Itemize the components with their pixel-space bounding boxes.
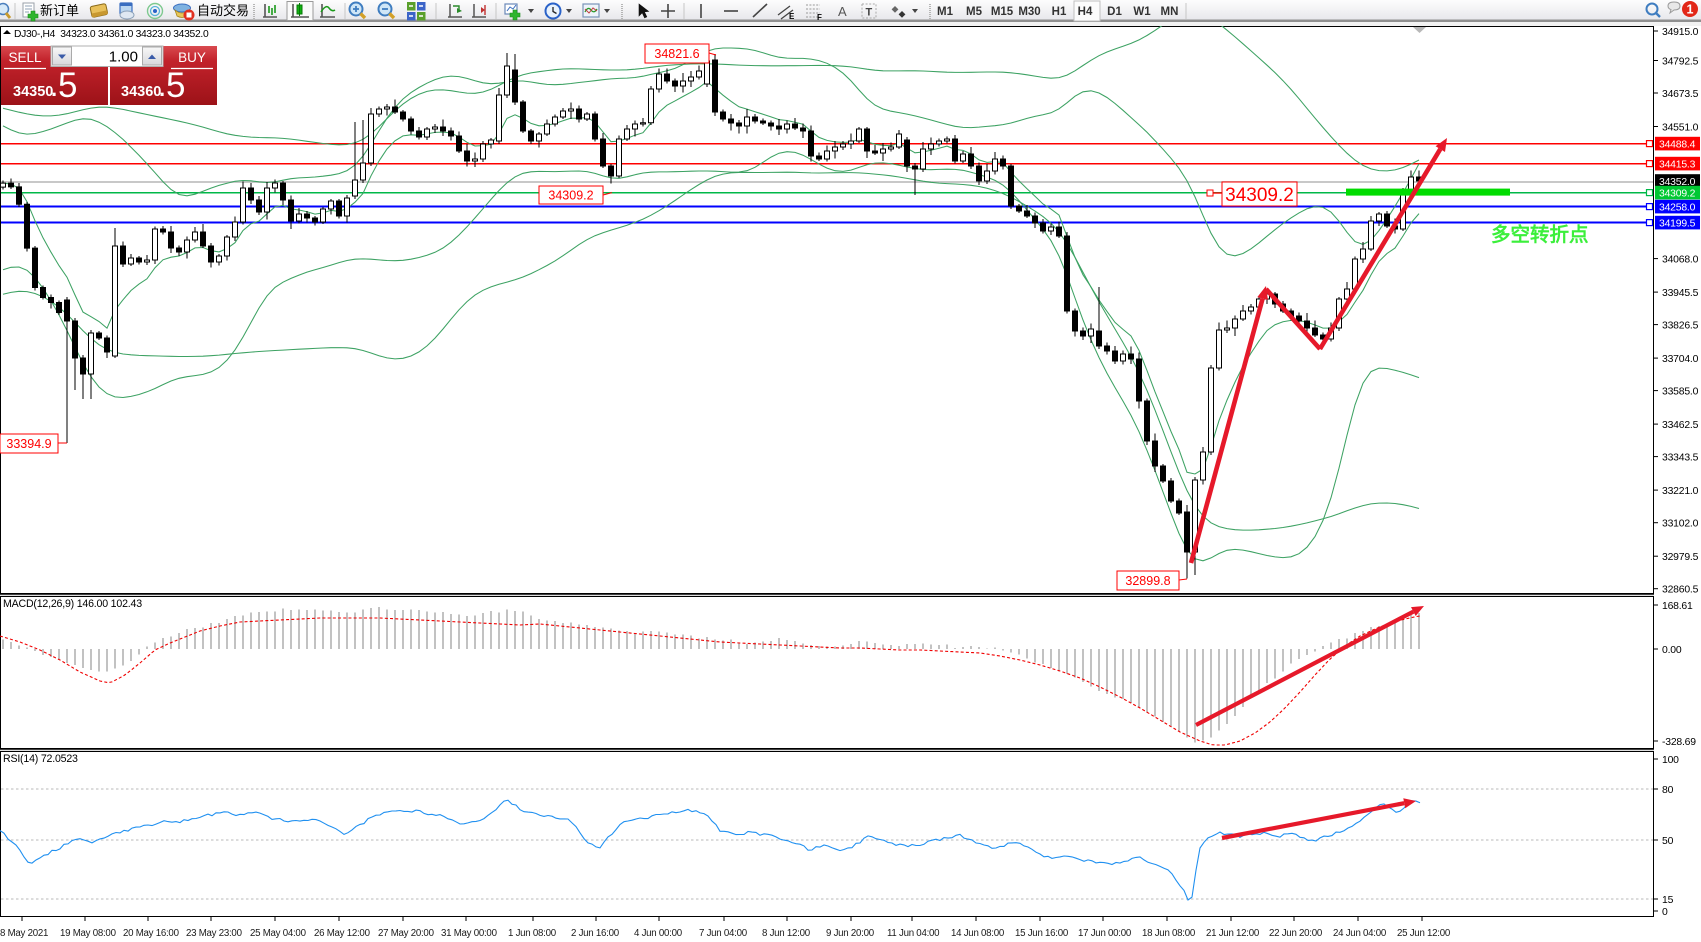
svg-text:19 May 08:00: 19 May 08:00 (60, 928, 117, 939)
svg-text:A: A (838, 4, 847, 19)
svg-text:32979.5: 32979.5 (1662, 552, 1699, 563)
svg-text:50: 50 (1662, 836, 1674, 847)
svg-text:33394.9: 33394.9 (6, 437, 51, 451)
svg-text:7 Jun 04:00: 7 Jun 04:00 (699, 928, 748, 939)
svg-text:33343.5: 33343.5 (1662, 453, 1699, 464)
svg-text:.: . (51, 76, 57, 101)
svg-text:15: 15 (1662, 895, 1674, 906)
svg-text:新订单: 新订单 (40, 3, 79, 18)
svg-text:24 Jun 04:00: 24 Jun 04:00 (1333, 928, 1387, 939)
svg-text:168.61: 168.61 (1662, 601, 1693, 612)
svg-text:0.00: 0.00 (1662, 645, 1682, 656)
svg-text:4 Jun 00:00: 4 Jun 00:00 (634, 928, 683, 939)
svg-text:34821.6: 34821.6 (654, 47, 699, 61)
svg-text:100: 100 (1662, 755, 1679, 766)
svg-text:23 May 23:00: 23 May 23:00 (186, 928, 243, 939)
svg-text:11 Jun 04:00: 11 Jun 04:00 (887, 928, 940, 939)
svg-text:BUY: BUY (178, 50, 206, 65)
svg-text:32860.5: 32860.5 (1662, 585, 1699, 596)
svg-text:20 May 16:00: 20 May 16:00 (123, 928, 180, 939)
svg-text:34488.4: 34488.4 (1659, 140, 1696, 151)
svg-text:34199.5: 34199.5 (1659, 219, 1696, 230)
svg-text:MACD(12,26,9) 146.00 102.43: MACD(12,26,9) 146.00 102.43 (3, 598, 142, 610)
svg-text:T: T (866, 7, 873, 19)
svg-text:17 Jun 00:00: 17 Jun 00:00 (1078, 928, 1132, 939)
svg-text:34350: 34350 (13, 84, 53, 100)
svg-text:25 Jun 12:00: 25 Jun 12:00 (1397, 928, 1451, 939)
svg-text:27 May 20:00: 27 May 20:00 (378, 928, 435, 939)
svg-text:1 Jun 08:00: 1 Jun 08:00 (508, 928, 557, 939)
svg-text:33826.5: 33826.5 (1662, 321, 1699, 332)
svg-text:.: . (159, 76, 165, 101)
svg-text:33585.0: 33585.0 (1662, 387, 1699, 398)
svg-text:1: 1 (1687, 3, 1694, 17)
svg-text:M1: M1 (937, 6, 954, 18)
svg-text:H1: H1 (1052, 6, 1067, 18)
svg-text:34415.3: 34415.3 (1659, 160, 1696, 171)
svg-text:34309.2: 34309.2 (1225, 185, 1294, 206)
svg-text:34792.5: 34792.5 (1662, 57, 1699, 68)
svg-text:SELL: SELL (8, 50, 42, 65)
svg-text:33102.0: 33102.0 (1662, 519, 1699, 530)
svg-text:18 Jun 08:00: 18 Jun 08:00 (1142, 928, 1196, 939)
svg-text:34309.2: 34309.2 (548, 189, 593, 203)
svg-text:32899.8: 32899.8 (1125, 574, 1170, 588)
svg-text:DJ30-,H4 34323.0 34361.0 3432: DJ30-,H4 34323.0 34361.0 34323.0 34352.0 (14, 29, 209, 40)
svg-text:21 Jun 12:00: 21 Jun 12:00 (1206, 928, 1260, 939)
svg-text:34068.0: 34068.0 (1662, 255, 1699, 266)
svg-text:33221.0: 33221.0 (1662, 486, 1699, 497)
svg-text:33704.0: 33704.0 (1662, 354, 1699, 365)
svg-text:F: F (817, 13, 822, 22)
svg-text:25 May 04:00: 25 May 04:00 (250, 928, 307, 939)
svg-text:34673.5: 34673.5 (1662, 89, 1699, 100)
svg-text:22 Jun 20:00: 22 Jun 20:00 (1269, 928, 1323, 939)
svg-text:D1: D1 (1107, 6, 1122, 18)
svg-text:2 Jun 16:00: 2 Jun 16:00 (571, 928, 620, 939)
svg-text:自动交易: 自动交易 (197, 3, 249, 18)
svg-text:14 Jun 08:00: 14 Jun 08:00 (951, 928, 1005, 939)
svg-text:E: E (789, 12, 795, 21)
svg-text:H4: H4 (1078, 6, 1093, 18)
svg-text:8 Jun 12:00: 8 Jun 12:00 (762, 928, 811, 939)
svg-text:31 May 00:00: 31 May 00:00 (441, 928, 498, 939)
svg-text:26 May 12:00: 26 May 12:00 (314, 928, 371, 939)
svg-text:W1: W1 (1133, 6, 1151, 18)
svg-text:15 Jun 16:00: 15 Jun 16:00 (1015, 928, 1069, 939)
svg-text:34258.0: 34258.0 (1659, 203, 1696, 214)
svg-text:34309.2: 34309.2 (1659, 189, 1696, 200)
svg-text:M15: M15 (991, 6, 1014, 18)
svg-text:34360: 34360 (121, 84, 161, 100)
svg-text:M30: M30 (1018, 6, 1040, 18)
svg-text:MN: MN (1161, 6, 1179, 18)
svg-text:5: 5 (58, 66, 77, 105)
svg-text:34915.0: 34915.0 (1662, 27, 1699, 38)
svg-text:33462.5: 33462.5 (1662, 420, 1699, 431)
svg-text:8 May 2021: 8 May 2021 (0, 928, 48, 939)
svg-text:多空转折点: 多空转折点 (1491, 223, 1589, 246)
svg-text:5: 5 (166, 66, 185, 105)
svg-text:34352.0: 34352.0 (1659, 177, 1696, 188)
svg-text:1.00: 1.00 (109, 49, 138, 66)
svg-text:9 Jun 20:00: 9 Jun 20:00 (826, 928, 875, 939)
svg-text:33945.5: 33945.5 (1662, 288, 1699, 299)
svg-text:RSI(14) 72.0523: RSI(14) 72.0523 (3, 753, 78, 765)
svg-text:M5: M5 (966, 6, 983, 18)
svg-text:0: 0 (1662, 907, 1668, 918)
svg-text:-328.69: -328.69 (1662, 737, 1696, 748)
svg-text:80: 80 (1662, 785, 1674, 796)
svg-text:34551.0: 34551.0 (1662, 123, 1699, 134)
